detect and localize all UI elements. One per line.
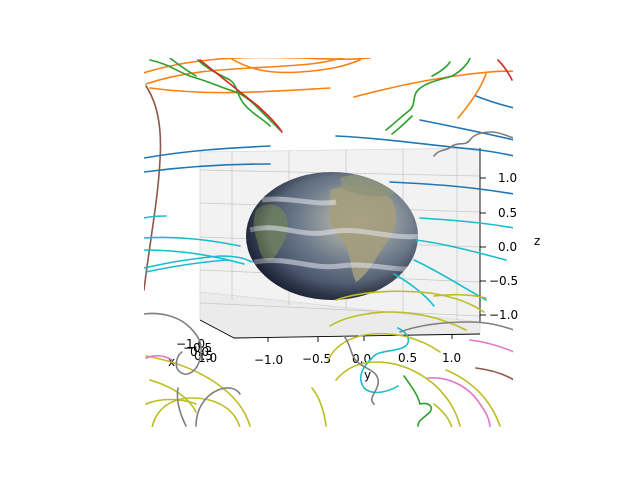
curve-olive <box>335 361 461 427</box>
y-axis-label: y <box>364 368 371 382</box>
curve-olive <box>445 369 501 427</box>
y-tick-label: 0.5 <box>398 351 417 365</box>
curve-green <box>169 58 197 77</box>
curve-cyan <box>415 239 507 261</box>
curve-brown <box>475 367 513 381</box>
curve-blue <box>389 181 513 195</box>
y-tick-label: 1.0 <box>442 351 461 365</box>
curve-olive <box>149 379 197 413</box>
curve-olive <box>151 397 241 427</box>
x-tick-label: −0.5 <box>183 341 212 355</box>
curve-olive <box>433 403 453 427</box>
curve-pink <box>145 355 173 361</box>
axis-spines <box>199 148 486 342</box>
curve-orange <box>457 73 487 119</box>
x-tick-label: 0.0 <box>190 345 209 359</box>
curve-orange <box>229 58 361 74</box>
x-tick-label: 0.5 <box>194 349 213 363</box>
tick-labels: 1.0 0.5 0.0 −0.5 −1.0 −1.0 −0.5 0.0 0.5 … <box>168 171 540 382</box>
curve-pink <box>469 339 513 353</box>
curve-green <box>403 375 433 427</box>
z-axis-label: z <box>534 234 540 248</box>
trajectory-curves <box>144 58 513 427</box>
curve-blue <box>419 119 513 141</box>
curve-cyan <box>144 215 167 219</box>
z-tick-label: −0.5 <box>489 274 518 288</box>
curve-blue <box>475 95 513 109</box>
y-tick-label: −1.0 <box>254 353 283 367</box>
x-axis-line <box>199 319 235 339</box>
y-tick-label: −0.5 <box>302 352 331 366</box>
curve-brown <box>144 85 162 291</box>
curve-blue <box>144 163 271 173</box>
curve-green <box>385 58 471 131</box>
curve-gray <box>399 321 513 333</box>
curve-gray <box>433 131 513 157</box>
x-tick-label: −1.0 <box>176 337 205 351</box>
curve-olive <box>335 290 485 313</box>
curve-olive <box>327 332 441 361</box>
curve-gray <box>176 387 187 427</box>
curve-olive <box>145 398 197 405</box>
x-tick-label: 1.0 <box>198 351 217 365</box>
z-tick-label: −1.0 <box>489 308 518 322</box>
z-tick-label: 0.5 <box>498 206 517 220</box>
curve-olive <box>433 293 487 299</box>
curve-gray <box>144 312 202 375</box>
curve-cyan <box>393 273 435 307</box>
curve-blue <box>144 145 271 159</box>
curve-red <box>199 59 283 133</box>
curve-green <box>391 115 413 135</box>
y-axis-line <box>233 333 481 339</box>
curve-olive <box>311 387 327 427</box>
curve-cyan <box>144 255 253 269</box>
curve-gray <box>343 335 379 405</box>
curve-green <box>149 59 281 131</box>
z-tick-label: 1.0 <box>498 171 517 185</box>
curve-cyan <box>144 249 245 265</box>
curve-gray <box>195 387 241 427</box>
earth-sphere <box>246 172 418 300</box>
curve-blue <box>335 135 513 157</box>
curve-pink <box>427 377 491 427</box>
curve-red <box>497 59 513 81</box>
z-tick-label: 0.0 <box>498 240 517 254</box>
curve-green <box>431 61 451 77</box>
curve-cyan <box>145 259 229 273</box>
curve-cyan <box>419 217 513 229</box>
curve-orange <box>353 70 513 98</box>
curve-cyan <box>144 236 241 247</box>
curve-olive <box>145 355 251 427</box>
curve-cyan <box>359 327 410 394</box>
